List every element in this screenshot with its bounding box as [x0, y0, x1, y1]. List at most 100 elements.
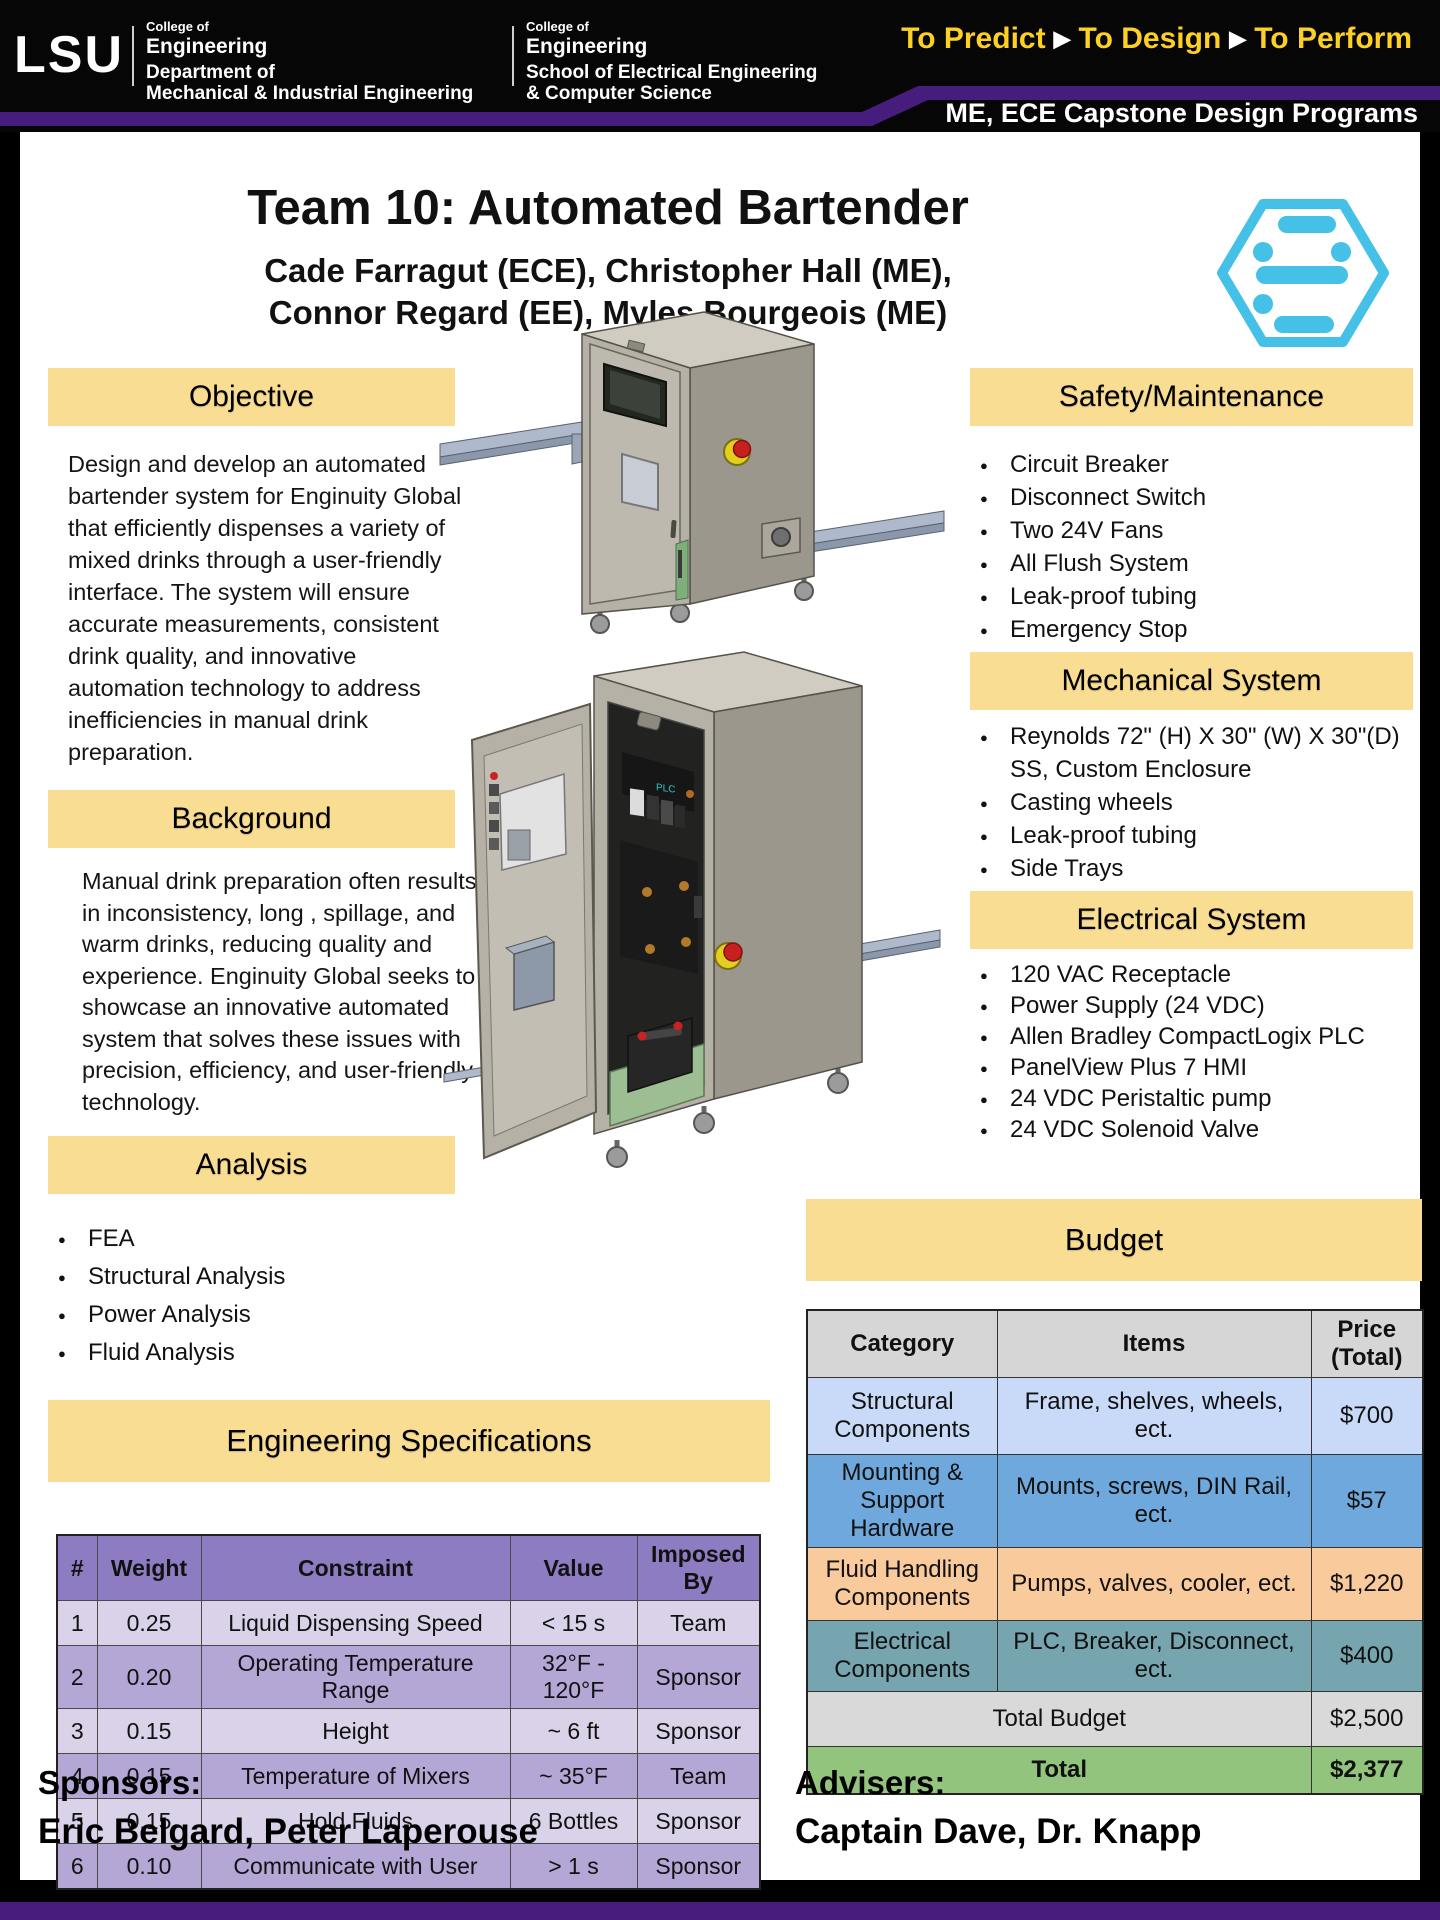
cell: Mounts, screws, DIN Rail, ect. [996, 1454, 1312, 1548]
list-item: Leak-proof tubing [974, 580, 1413, 614]
spec-header-row: # Weight Constraint Value Imposed By [56, 1534, 761, 1601]
list-item: Side Trays [974, 852, 1413, 886]
cell: Sponsor [636, 1843, 761, 1890]
list-item: PanelView Plus 7 HMI [974, 1052, 1413, 1084]
electrical-list: 120 VAC Receptacle Power Supply (24 VDC)… [970, 959, 1413, 1146]
list-item: 120 VAC Receptacle [974, 959, 1413, 991]
cell: Frame, shelves, wheels, ect. [996, 1377, 1312, 1455]
team-members: Cade Farragut (ECE), Christopher Hall (M… [48, 250, 1168, 334]
cell: 3 [56, 1708, 98, 1754]
table-row: 5 0.15 Hold Fluids 6 Bottles Sponsor [56, 1798, 761, 1844]
cell: $1,220 [1310, 1547, 1424, 1621]
battery-tray [609, 1017, 705, 1128]
column-header: Items [996, 1309, 1312, 1378]
lsu-logo: LSU [14, 26, 124, 84]
cell: Mounting & Support Hardware [806, 1454, 998, 1548]
cell: 32°F - 120°F [509, 1645, 638, 1709]
college-line: Engineering [526, 34, 648, 58]
mechanical-system-header: Mechanical System [970, 652, 1413, 710]
motto-part: To Perform [1254, 22, 1412, 55]
cell: Fluid Handling Components [806, 1547, 998, 1621]
motto-part: To Design [1078, 22, 1222, 55]
cell: 0.10 [96, 1843, 202, 1890]
me-department-unit: College of Engineering Department of Mec… [146, 19, 474, 105]
emergency-stop-button [714, 942, 743, 970]
cell: 5 [56, 1798, 98, 1844]
dept-line: Mechanical & Industrial Engineering [146, 83, 474, 105]
college-motto: To Predict ▶ To Design ▶ To Perform [901, 22, 1412, 56]
cell: Sponsor [636, 1645, 761, 1709]
column-header: # [56, 1534, 98, 1601]
purple-band-graphic [0, 86, 1440, 126]
cell: 1 [56, 1600, 98, 1646]
list-item: Allen Bradley CompactLogix PLC [974, 1021, 1413, 1053]
column-header: Constraint [200, 1534, 511, 1601]
objective-text: Design and develop an automated bartende… [68, 451, 462, 765]
sponsors-names: Eric Belgard, Peter Laperouse [38, 1811, 538, 1851]
list-item: Power Supply (24 VDC) [974, 990, 1413, 1022]
cell: Height [200, 1708, 511, 1754]
electrical-system-header: Electrical System [970, 891, 1413, 949]
cell: < 15 s [509, 1600, 638, 1646]
budget-table: Category Items Price (Total) Structural … [806, 1309, 1424, 1795]
bottom-purple-strip [0, 1902, 1440, 1920]
advisers-label: Advisers: [795, 1764, 946, 1801]
bartender-cabinet-open-render: PLC [443, 651, 941, 1168]
cell: Communicate with User [200, 1843, 511, 1890]
dept-line: & Computer Science [526, 83, 712, 105]
table-row: 2 0.20 Operating Temperature Range 32°F … [56, 1645, 761, 1709]
list-item: Structural Analysis [52, 1258, 459, 1297]
cell: 0.15 [96, 1753, 202, 1799]
cell: Liquid Dispensing Speed [200, 1600, 511, 1646]
cell: 6 [56, 1843, 98, 1890]
cell: Team [636, 1753, 761, 1799]
list-item: Disconnect Switch [974, 481, 1413, 515]
budget-header-row: Category Items Price (Total) [806, 1309, 1424, 1378]
cell: Total Budget [806, 1691, 1312, 1747]
total-row: Total $2,377 [806, 1746, 1424, 1795]
analysis-section-header: Analysis [48, 1136, 455, 1194]
table-row: 3 0.15 Height ~ 6 ft Sponsor [56, 1708, 761, 1754]
safety-maintenance-header: Safety/Maintenance [970, 368, 1413, 426]
enginuity-hexagon-logo [1217, 199, 1389, 347]
list-item: Two 24V Fans [974, 514, 1413, 548]
table-row: Mounting & Support Hardware Mounts, scre… [806, 1454, 1424, 1548]
dept-line: Department of [146, 62, 275, 84]
header-divider [132, 26, 134, 86]
list-item: FEA [52, 1220, 459, 1259]
list-item: Emergency Stop [974, 613, 1413, 647]
table-row: Electrical Components PLC, Breaker, Disc… [806, 1620, 1424, 1692]
column-header: Imposed By [636, 1534, 761, 1601]
left-column: Objective Design and develop an automate… [48, 368, 770, 1890]
ece-school-unit: College of Engineering School of Electri… [526, 19, 817, 105]
column-header: Category [806, 1309, 998, 1378]
right-column: Safety/Maintenance Circuit Breaker Disco… [970, 368, 1413, 1146]
list-item: Leak-proof tubing [974, 819, 1413, 853]
cell: Hold Fluids [200, 1798, 511, 1844]
list-item: 24 VDC Peristaltic pump [974, 1083, 1413, 1115]
cell: $2,500 [1310, 1691, 1424, 1747]
cell: PLC, Breaker, Disconnect, ect. [996, 1620, 1312, 1692]
header-banner: LSU College of Engineering Department of… [0, 0, 1440, 132]
triangle-arrow-icon: ▶ [1053, 26, 1071, 51]
cell: Electrical Components [806, 1620, 998, 1692]
list-item: Power Analysis [52, 1296, 459, 1335]
members-line: Cade Farragut (ECE), Christopher Hall (M… [264, 252, 952, 289]
svg-text:PLC: PLC [656, 782, 675, 796]
list-item: Reynolds 72" (H) X 30" (W) X 30"(D) SS, … [974, 720, 1413, 786]
background-text: Manual drink preparation often results i… [82, 868, 477, 1115]
column-header: Value [509, 1534, 638, 1601]
cell: 0.25 [96, 1600, 202, 1646]
mechanical-list: Reynolds 72" (H) X 30" (W) X 30"(D) SS, … [970, 720, 1413, 886]
emergency-stop-button [723, 438, 752, 466]
caster-wheels [590, 578, 814, 634]
list-item: All Flush System [974, 547, 1413, 581]
college-line: Engineering [146, 34, 268, 58]
table-row: 6 0.10 Communicate with User > 1 s Spons… [56, 1843, 761, 1890]
cell: $700 [1310, 1377, 1424, 1455]
header-divider [512, 26, 514, 86]
program-banner: ME, ECE Capstone Design Programs [945, 98, 1418, 128]
table-row: Fluid Handling Components Pumps, valves,… [806, 1547, 1424, 1621]
column-header: Price (Total) [1310, 1309, 1424, 1378]
advisers-block: Advisers: Captain Dave, Dr. Knapp [795, 1760, 1201, 1857]
